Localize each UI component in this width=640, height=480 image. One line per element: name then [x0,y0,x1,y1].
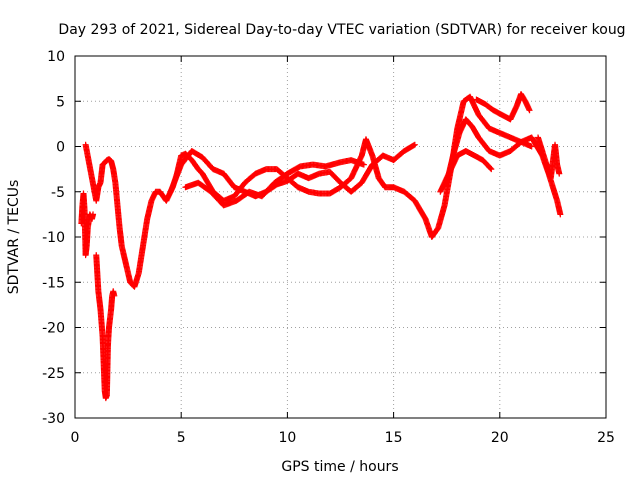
data-point [90,211,97,218]
x-tick-label: 5 [177,430,186,446]
x-tick-label: 25 [597,430,615,446]
data-point [557,211,564,218]
y-axis-label: SDTVAR / TECUs [6,180,22,295]
x-tick-label: 20 [491,430,509,446]
x-tick-label: 15 [385,430,403,446]
axis-ticks: 0 5 10 15 20 25 -30 -25 -20 -15 -10 -5 0 5 10 [42,49,615,446]
y-tick-label: -5 [51,185,65,201]
data-point [526,107,533,114]
y-tick-label: -20 [42,321,65,337]
chart-title: Day 293 of 2021, Sidereal Day-to-day VTE… [58,22,625,38]
y-tick-label: -30 [42,411,65,427]
data-point [360,161,367,168]
data-point [487,165,494,172]
data-point [528,143,535,150]
y-tick-label: -15 [42,275,65,291]
x-tick-label: 0 [71,430,80,446]
x-axis-label: GPS time / hours [281,459,398,475]
data-point [488,166,495,173]
plot-frame [74,55,607,419]
data-points [78,91,564,402]
x-tick-label: 10 [278,430,296,446]
y-tick-label: 0 [56,140,65,156]
data-point [411,141,418,148]
y-tick-label: -25 [42,366,65,382]
y-tick-label: -10 [42,230,65,246]
y-tick-label: 5 [56,94,65,110]
y-tick-label: 10 [47,49,65,65]
data-point [556,170,563,177]
data-point [111,292,118,299]
